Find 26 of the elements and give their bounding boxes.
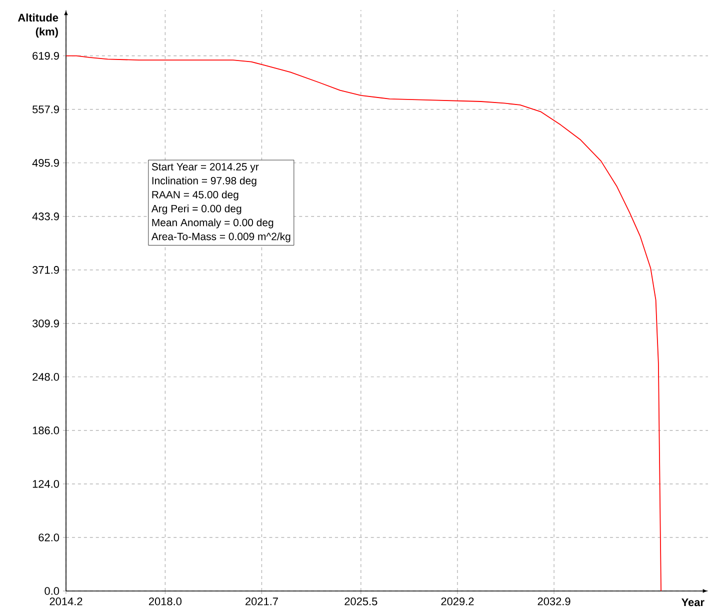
y-tick-label: 0.0: [44, 587, 60, 595]
x-axis-title: Year: [682, 598, 704, 606]
y-axis-title: Altitude (km): [18, 14, 58, 38]
annotation: RAAN = 45.00 deg: [152, 190, 238, 200]
annotation: Mean Anomaly = 0.00 deg: [152, 218, 274, 228]
y-tick-label: 557.9: [32, 105, 59, 114]
y-tick-label: 309.9: [32, 320, 59, 328]
y-tick-label: 495.9: [32, 159, 59, 167]
annotation: Area-To-Mass = 0.009 m^2/kg: [151, 232, 290, 242]
y-tick-label: 619.9: [32, 52, 59, 60]
y-tick-label: 124.0: [32, 480, 60, 488]
x-tick-label: 2032.9: [538, 598, 570, 606]
annotation: Start Year = 2014.25 yr: [152, 163, 259, 173]
y-tick-label: 433.9: [32, 212, 59, 220]
annotation: Inclination = 97.98 deg: [152, 176, 256, 186]
x-tick-label: 2014.2: [50, 598, 82, 606]
x-tick-label: 2029.2: [441, 598, 474, 606]
x-tick-label: 2018.0: [148, 598, 182, 606]
y-tick-label: 186.0: [32, 426, 60, 434]
line-series: [66, 55, 662, 591]
y-tick-label: 62.0: [38, 534, 60, 542]
y-tick-label: 371.9: [32, 266, 59, 274]
x-tick-label: 2021.7: [246, 598, 278, 606]
x-tick-label: 2025.5: [344, 598, 378, 606]
y-tick-label: 248.0: [32, 373, 60, 381]
annotation: Arg Peri = 0.00 deg: [151, 204, 242, 214]
